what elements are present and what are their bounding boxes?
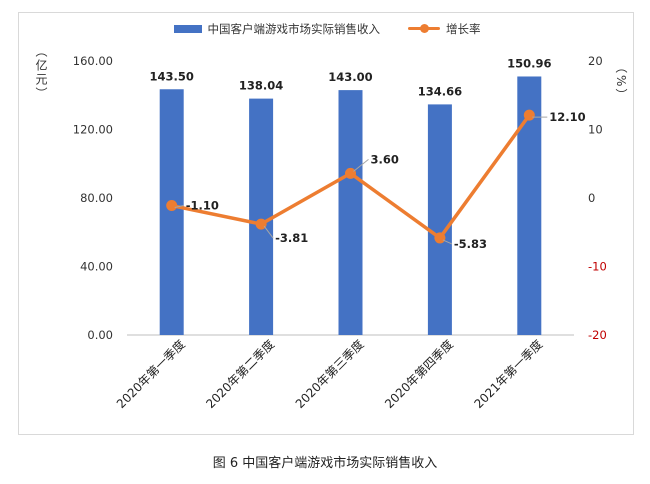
left-axis-tick: 160.00 — [73, 54, 113, 68]
bar-value-label: 143.00 — [328, 70, 372, 84]
x-axis-category: 2020年第四季度 — [381, 337, 456, 412]
figure-caption: 图 6 中国客户端游戏市场实际销售收入 — [212, 456, 438, 471]
bar — [159, 89, 184, 335]
bar-value-label: 138.04 — [239, 79, 283, 93]
legend-item-growth: 增长率 — [408, 21, 481, 37]
growth-value-label: -1.10 — [186, 199, 219, 213]
growth-value-label: 12.10 — [549, 110, 585, 124]
growth-label-leader — [353, 158, 369, 172]
legend-item-revenue: 中国客户端游戏市场实际销售收入 — [173, 21, 381, 37]
growth-value-label: -5.83 — [454, 237, 487, 251]
right-axis-tick: 0 — [588, 191, 595, 205]
bar — [338, 90, 363, 335]
left-axis-tick: 40.00 — [80, 260, 113, 274]
right-axis-tick: -20 — [588, 328, 607, 342]
right-axis-tick: -10 — [588, 260, 607, 274]
chart-svg: 0.00 40.00 80.00 120.00 160.00 -20 -10 0 10 20 143… — [73, 54, 607, 412]
growth-point — [166, 200, 178, 212]
growth-point — [345, 167, 356, 179]
bar — [249, 98, 274, 335]
x-axis-category: 2021年第一季度 — [471, 337, 546, 412]
growth-value-label: -3.81 — [275, 231, 308, 245]
legend-bar-label: 中国客户端游戏市场实际销售收入 — [207, 22, 381, 36]
right-axis-unit: （%） — [614, 61, 628, 103]
growth-value-label: 3.60 — [371, 152, 399, 166]
legend-bar-swatch — [173, 25, 202, 33]
left-axis-tick: 80.00 — [80, 191, 113, 205]
chart-frame: 中国客户端游戏市场实际销售收入 增长率 （亿元） （%） 0.00 40.00 80… — [18, 12, 634, 435]
x-axis-category: 2020年第三季度 — [292, 337, 367, 412]
growth-label-leader — [442, 239, 453, 245]
bar — [427, 104, 452, 336]
growth-label-leader — [174, 205, 184, 209]
left-axis-tick: 0.00 — [87, 328, 113, 342]
right-axis-tick: 20 — [588, 54, 603, 68]
growth-point — [255, 218, 267, 230]
growth-point — [434, 232, 446, 244]
growth-label-leader — [263, 225, 274, 239]
legend: 中国客户端游戏市场实际销售收入 增长率 — [19, 21, 635, 37]
legend-line-label: 增长率 — [446, 22, 481, 36]
bar-value-label: 150.96 — [507, 56, 551, 70]
legend-line-swatch — [408, 24, 440, 33]
bar-value-label: 134.66 — [418, 84, 462, 98]
bar-value-label: 143.50 — [150, 69, 194, 83]
x-axis-category: 2020年第二季度 — [203, 337, 278, 412]
left-axis-tick: 120.00 — [73, 123, 113, 137]
left-axis-unit: （亿元） — [34, 45, 48, 101]
x-axis-category: 2020年第一季度 — [113, 337, 188, 412]
growth-point — [523, 109, 535, 121]
right-axis-tick: 10 — [588, 123, 603, 137]
